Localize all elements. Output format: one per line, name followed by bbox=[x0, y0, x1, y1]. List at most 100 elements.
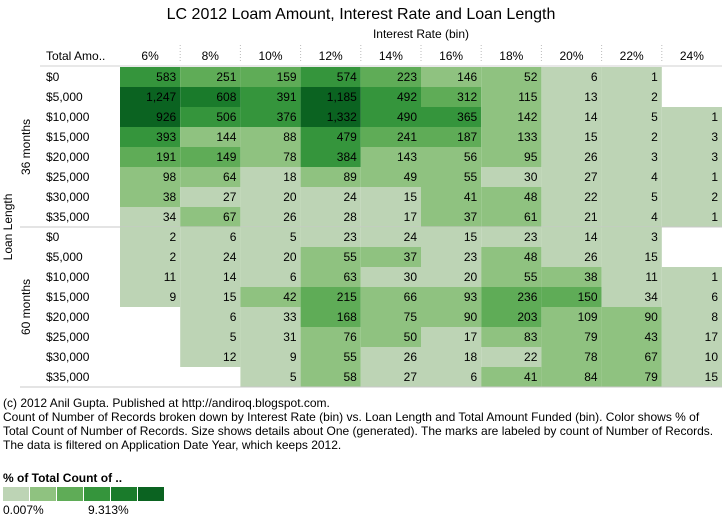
legend-max-label: 9.313% bbox=[88, 503, 129, 517]
heat-cell bbox=[481, 87, 542, 107]
heat-cell bbox=[601, 367, 662, 387]
heat-cell bbox=[300, 367, 361, 387]
heat-cell bbox=[300, 207, 361, 227]
cell-value: 37 bbox=[404, 250, 418, 264]
heat-cell bbox=[300, 147, 361, 167]
cell-value: 608 bbox=[216, 90, 236, 104]
cell-value: 6 bbox=[230, 230, 237, 244]
cell-value: 49 bbox=[404, 170, 418, 184]
cell-value: 17 bbox=[404, 210, 418, 224]
heat-cell bbox=[601, 87, 662, 107]
heat-cell bbox=[601, 287, 662, 307]
cell-value: 93 bbox=[464, 290, 478, 304]
heat-cell bbox=[360, 307, 421, 327]
cell-value: 64 bbox=[223, 170, 237, 184]
heat-cell bbox=[541, 267, 602, 287]
cell-value: 26 bbox=[584, 150, 598, 164]
heat-cell bbox=[601, 167, 662, 187]
cell-value: 109 bbox=[578, 310, 598, 324]
heat-cell bbox=[180, 327, 241, 347]
column-label: 24% bbox=[680, 49, 704, 63]
cell-value: 1 bbox=[651, 70, 658, 84]
heat-cell bbox=[541, 227, 602, 247]
heat-cell bbox=[541, 67, 602, 87]
cell-value: 2 bbox=[651, 130, 658, 144]
heat-cell bbox=[120, 207, 181, 227]
heat-cell bbox=[300, 247, 361, 267]
cell-value: 15 bbox=[223, 290, 237, 304]
column-label: 20% bbox=[559, 49, 583, 63]
cell-value: 5 bbox=[230, 330, 237, 344]
cell-value: 23 bbox=[464, 250, 478, 264]
cell-value: 78 bbox=[283, 150, 297, 164]
cell-value: 391 bbox=[277, 90, 297, 104]
heat-cell bbox=[360, 107, 421, 127]
column-label: 14% bbox=[379, 49, 403, 63]
heat-cell bbox=[541, 127, 602, 147]
cell-value: 191 bbox=[156, 150, 176, 164]
row-label: $20,000 bbox=[46, 310, 90, 324]
cell-value: 48 bbox=[524, 190, 538, 204]
cell-value: 14 bbox=[584, 230, 598, 244]
cell-value: 3 bbox=[651, 150, 658, 164]
row-label: $5,000 bbox=[46, 90, 83, 104]
cell-value: 67 bbox=[223, 210, 237, 224]
cell-value: 89 bbox=[343, 170, 357, 184]
heat-cell bbox=[421, 267, 482, 287]
cell-value: 28 bbox=[343, 210, 357, 224]
cell-value: 15 bbox=[705, 370, 719, 384]
cell-value: 78 bbox=[584, 350, 598, 364]
cell-value: 1,185 bbox=[327, 90, 357, 104]
cell-value: 9 bbox=[170, 290, 177, 304]
row-label: $25,000 bbox=[46, 330, 90, 344]
cell-value: 55 bbox=[464, 170, 478, 184]
heat-cell bbox=[481, 227, 542, 247]
heat-cell bbox=[541, 87, 602, 107]
cell-value: 6 bbox=[591, 70, 598, 84]
heat-cell bbox=[541, 107, 602, 127]
cell-value: 384 bbox=[337, 150, 357, 164]
cell-value: 55 bbox=[343, 350, 357, 364]
heat-cell bbox=[661, 367, 722, 387]
heat-cell bbox=[120, 67, 181, 87]
cell-value: 9 bbox=[290, 350, 297, 364]
heat-cell bbox=[481, 327, 542, 347]
heat-cell bbox=[360, 327, 421, 347]
heat-cell bbox=[240, 127, 301, 147]
heat-cell bbox=[481, 107, 542, 127]
cell-value: 1 bbox=[711, 110, 718, 124]
cell-value: 50 bbox=[404, 330, 418, 344]
description-text: Count of Number of Records broken down b… bbox=[3, 410, 714, 452]
heat-cell bbox=[481, 127, 542, 147]
cell-value: 30 bbox=[524, 170, 538, 184]
heat-cell bbox=[601, 187, 662, 207]
cell-value: 1 bbox=[711, 170, 718, 184]
heat-cell bbox=[421, 307, 482, 327]
cell-value: 115 bbox=[518, 90, 537, 104]
cell-value: 22 bbox=[584, 190, 598, 204]
footer: (c) 2012 Anil Gupta. Published at http:/… bbox=[3, 396, 718, 452]
cell-value: 142 bbox=[517, 110, 537, 124]
heat-cell bbox=[180, 187, 241, 207]
cell-value: 67 bbox=[644, 350, 658, 364]
cell-value: 76 bbox=[343, 330, 357, 344]
cell-value: 5 bbox=[651, 110, 658, 124]
cell-value: 43 bbox=[644, 330, 658, 344]
cell-value: 42 bbox=[283, 290, 297, 304]
cell-value: 75 bbox=[404, 310, 418, 324]
column-label: 6% bbox=[141, 49, 159, 63]
cell-value: 5 bbox=[290, 370, 297, 384]
cell-value: 3 bbox=[711, 130, 718, 144]
row-label: $30,000 bbox=[46, 350, 90, 364]
cell-value: 20 bbox=[283, 190, 297, 204]
column-label: 12% bbox=[319, 49, 343, 63]
cell-value: 187 bbox=[457, 130, 477, 144]
cell-value: 34 bbox=[163, 210, 177, 224]
cell-value: 4 bbox=[651, 170, 658, 184]
heat-cell bbox=[240, 67, 301, 87]
heat-cell bbox=[360, 367, 421, 387]
heat-cell bbox=[360, 247, 421, 267]
heat-cell bbox=[661, 147, 722, 167]
heat-cell bbox=[360, 67, 421, 87]
heat-cell bbox=[300, 127, 361, 147]
